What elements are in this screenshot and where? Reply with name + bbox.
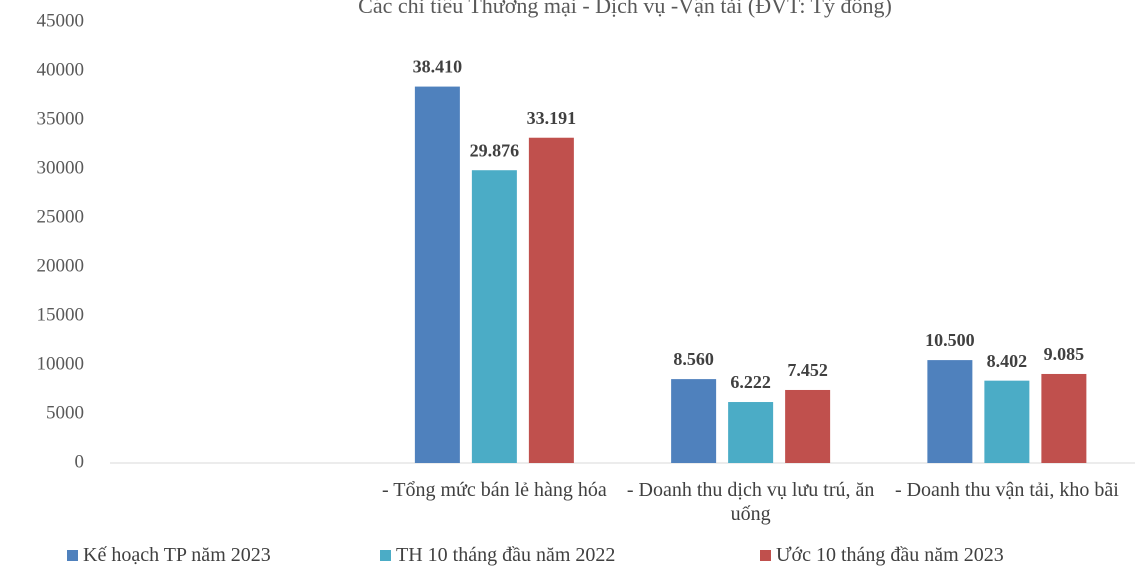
legend-swatch xyxy=(760,550,771,561)
x-tick-label: - Doanh thu vận tải, kho bãi xyxy=(894,479,1119,501)
y-tick-label: 25000 xyxy=(37,206,85,227)
bar xyxy=(1041,373,1087,463)
bar xyxy=(671,379,717,463)
legend-label: Ước 10 tháng đầu năm 2023 xyxy=(776,544,1004,566)
value-label: 6.222 xyxy=(730,372,771,392)
y-tick-label: 45000 xyxy=(37,10,85,31)
legend-swatch xyxy=(380,550,391,561)
bar xyxy=(471,170,517,463)
y-tick-label: 10000 xyxy=(37,353,85,374)
legend-item: TH 10 tháng đầu năm 2022 xyxy=(380,544,615,567)
bar xyxy=(927,360,973,463)
value-label: 10.500 xyxy=(925,330,975,350)
value-label: 8.560 xyxy=(673,349,714,369)
chart-title: Các chỉ tiêu Thương mại - Dịch vụ -Vận t… xyxy=(358,0,892,18)
legend-item: Ước 10 tháng đầu năm 2023 xyxy=(760,544,1004,567)
value-label: 29.876 xyxy=(470,140,520,160)
value-label: 8.402 xyxy=(987,351,1028,371)
value-label: 7.452 xyxy=(787,360,828,380)
y-tick-label: 20000 xyxy=(37,255,85,276)
value-label: 38.410 xyxy=(413,57,463,77)
y-tick-label: 40000 xyxy=(37,59,85,80)
value-label: 33.191 xyxy=(527,108,577,128)
bar xyxy=(785,389,831,463)
y-tick-label: 15000 xyxy=(37,304,85,325)
legend-swatch xyxy=(67,550,78,561)
legend-item: Kế hoạch TP năm 2023 xyxy=(67,544,271,567)
y-tick-label: 30000 xyxy=(37,157,85,178)
bar xyxy=(528,137,574,463)
y-tick-label: 0 xyxy=(75,451,85,472)
bar xyxy=(984,380,1030,463)
x-tick-label: - Doanh thu dịch vụ lưu trú, ăn uống xyxy=(626,479,875,525)
value-label: 9.085 xyxy=(1044,344,1085,364)
y-tick-label: 5000 xyxy=(46,402,84,423)
bar xyxy=(414,86,460,463)
y-tick-label: 35000 xyxy=(37,108,85,129)
legend-label: TH 10 tháng đầu năm 2022 xyxy=(396,544,616,566)
x-tick-label: - Tổng mức bán lẻ hàng hóa xyxy=(381,479,607,501)
legend-label: Kế hoạch TP năm 2023 xyxy=(83,544,271,566)
bar xyxy=(728,402,774,463)
